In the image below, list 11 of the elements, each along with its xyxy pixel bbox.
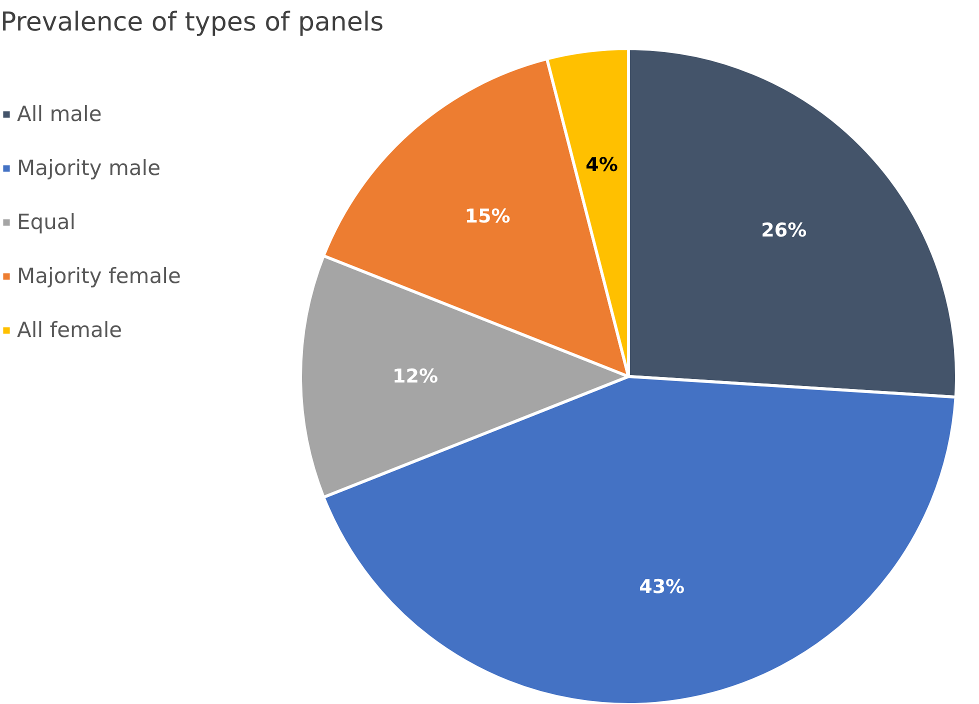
legend-label: Majority male xyxy=(17,156,161,180)
data-label: 43% xyxy=(639,576,685,598)
legend-label: Majority female xyxy=(17,264,181,288)
chart-title: Prevalence of types of panels xyxy=(0,8,384,38)
data-label: 26% xyxy=(761,220,807,242)
data-label: 15% xyxy=(464,206,510,228)
legend-label: All female xyxy=(17,318,122,342)
legend-label: Equal xyxy=(17,210,76,234)
data-label: 12% xyxy=(392,366,438,388)
legend-label: All male xyxy=(17,102,102,126)
data-label: 4% xyxy=(586,154,618,176)
